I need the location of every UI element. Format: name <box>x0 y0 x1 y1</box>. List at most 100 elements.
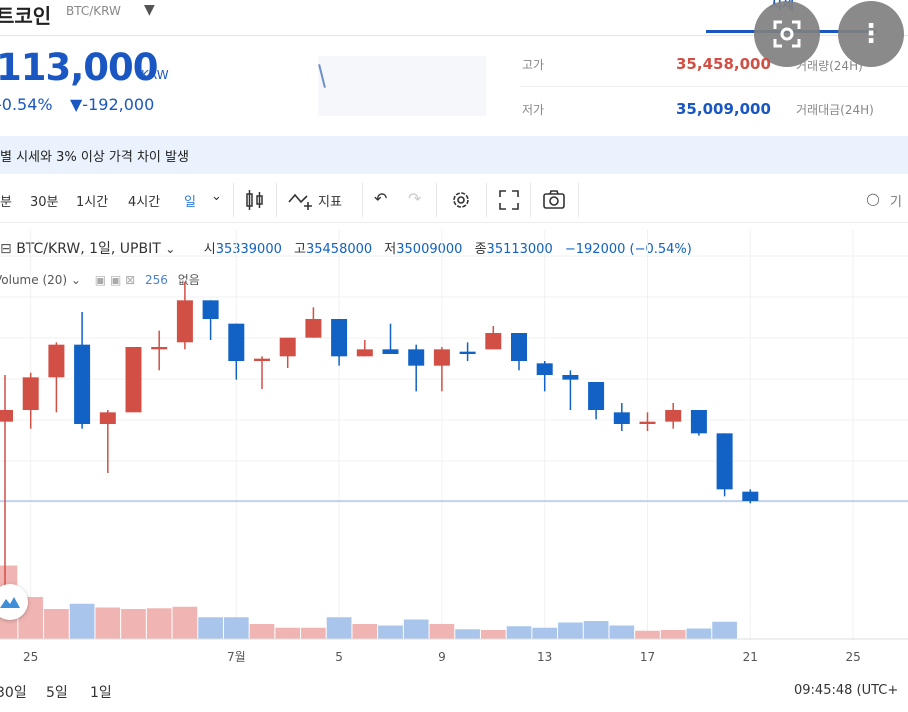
more-options-icon[interactable]: ⋮ <box>838 1 904 67</box>
candle-body <box>305 319 322 338</box>
settings-gear-icon[interactable] <box>450 189 472 211</box>
candle-body <box>254 358 270 361</box>
legend-symbol[interactable]: BTC/KRW, 1일, UPBIT <box>16 241 161 257</box>
volume-bar <box>506 626 532 639</box>
legend-open-value: 35339000 <box>215 242 282 257</box>
legend-close-value: 35113000 <box>486 242 553 257</box>
candlestick-chart[interactable]: 25 7월 5 9 13 17 21 25 <box>0 230 908 676</box>
candle-body <box>48 344 65 378</box>
x-tick-label: 21 <box>743 650 758 664</box>
legend-change: −192000 (−0.54%) <box>564 242 692 257</box>
chevron-down-icon[interactable]: ⌄ <box>211 189 222 204</box>
volume-bar <box>635 630 660 639</box>
settings-small-icon[interactable]: ▣ <box>109 273 122 287</box>
legend-collapse-icon[interactable]: ⊟ <box>0 241 17 257</box>
interval-30m[interactable]: 30분 <box>30 195 59 210</box>
toolbar-divider <box>530 183 531 217</box>
x-tick-label: 5 <box>335 650 343 664</box>
chevron-down-icon[interactable]: ⌄ <box>70 273 81 287</box>
volume-bar <box>712 621 737 639</box>
candle-body <box>228 323 245 361</box>
volume-label[interactable]: Volume (20) <box>0 273 68 287</box>
undo-icon[interactable]: ↶ <box>374 189 388 208</box>
interval-4h[interactable]: 4시간 <box>128 195 161 210</box>
x-tick-label: 7월 <box>227 650 246 664</box>
caret-down-icon[interactable]: ▼ <box>144 2 155 18</box>
volume-bar <box>275 627 301 639</box>
indicator-icon[interactable] <box>288 190 314 210</box>
candle-body <box>613 412 630 424</box>
candle-body <box>382 349 399 354</box>
toolbar-divider <box>578 183 579 217</box>
chart-legend: ⊟ BTC/KRW, 1일, UPBIT ⌄ 시35339000 고354580… <box>0 238 692 258</box>
candle-body <box>0 410 13 422</box>
candle-body <box>99 412 116 424</box>
amount-24h-label: 거래대금(24H) <box>796 103 874 117</box>
close-icon[interactable]: ⊠ <box>125 273 136 287</box>
lens-icon[interactable] <box>754 1 820 67</box>
volume-bar <box>121 609 146 639</box>
volume-bar <box>583 621 609 639</box>
clock-time: 09:45:48 (UTC+ <box>794 683 899 698</box>
indicator-button[interactable]: 지표 <box>318 195 342 210</box>
candle-body <box>202 300 219 319</box>
volume-bar <box>223 617 249 639</box>
volume-na: 없음 <box>177 273 200 287</box>
volume-bar <box>558 622 583 639</box>
volume-bar <box>429 624 455 639</box>
radio-icon[interactable]: ○ <box>866 189 880 208</box>
price-notice[interactable]: 별 시세와 3% 이상 가격 차이 발생 <box>0 136 908 174</box>
candle-body <box>716 433 733 490</box>
toolbar-divider <box>436 183 437 217</box>
volume-bar <box>455 629 480 639</box>
candle-body <box>690 410 707 434</box>
range-5d[interactable]: 5일 <box>46 685 68 701</box>
coin-name: 트코인 <box>0 4 52 28</box>
coin-pair[interactable]: BTC/KRW <box>66 4 121 18</box>
volume-bar <box>95 607 121 639</box>
volume-bar <box>146 608 172 639</box>
toolbar-divider <box>233 183 234 217</box>
volume-bar <box>198 617 223 639</box>
tradingview-logo-icon[interactable] <box>0 584 28 620</box>
candle-body <box>356 349 373 357</box>
candlestick-type-icon[interactable] <box>244 189 266 211</box>
volume-bar <box>249 624 275 639</box>
high-value: 35,458,000 <box>676 55 771 73</box>
interval-minute[interactable]: 분 <box>0 195 12 210</box>
volume-bar <box>172 606 198 639</box>
current-price: 113,000 <box>0 46 159 89</box>
candle-body <box>511 333 527 361</box>
chevron-down-icon[interactable]: ⌄ <box>165 242 176 256</box>
eye-icon[interactable]: ▣ <box>94 273 107 287</box>
volume-bar <box>378 625 403 639</box>
chart-toolbar: 분 30분 1시간 4시간 일 ⌄ 지표 ↶ ↷ ○ 기 <box>0 177 908 223</box>
toolbar-divider <box>276 183 277 217</box>
interval-day[interactable]: 일 <box>184 195 196 210</box>
candle-body <box>279 337 296 357</box>
fullscreen-icon[interactable] <box>498 189 520 211</box>
candle-body <box>22 377 39 410</box>
high-label: 고가 <box>522 58 545 72</box>
x-tick-label: 17 <box>640 650 655 664</box>
volume-bar <box>403 619 429 639</box>
range-1d[interactable]: 1일 <box>90 685 112 701</box>
camera-icon[interactable] <box>542 189 566 211</box>
redo-icon[interactable]: ↷ <box>408 189 422 208</box>
candle-body <box>485 333 502 350</box>
candle-body <box>176 300 193 343</box>
interval-1h[interactable]: 1시간 <box>76 195 109 210</box>
x-tick-label: 25 <box>845 650 860 664</box>
volume-24h-label: 거래량(24H) <box>796 59 863 73</box>
candle-body <box>433 349 450 366</box>
volume-bar <box>532 627 558 639</box>
price-unit: KRW <box>141 68 169 82</box>
range-30d[interactable]: 30일 <box>0 685 27 701</box>
low-value: 35,009,000 <box>676 100 771 118</box>
candle-body <box>562 375 579 380</box>
toolbar-right-label[interactable]: 기 <box>890 195 902 210</box>
x-tick-label: 13 <box>537 650 552 664</box>
change-amount: ▼-192,000 <box>70 95 155 114</box>
volume-value: 256 <box>145 273 168 287</box>
volume-bar <box>609 625 635 639</box>
